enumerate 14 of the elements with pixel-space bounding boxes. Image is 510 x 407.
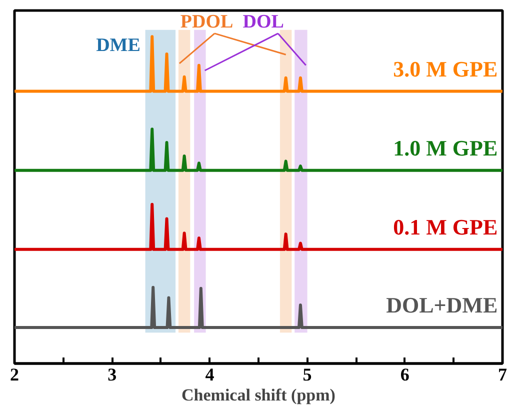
x-axis-title: Chemical shift (ppm) <box>182 386 336 404</box>
series-label: DOL+DME <box>386 292 498 318</box>
x-tick-label: 2 <box>10 364 19 384</box>
series-label: 1.0 M GPE <box>393 136 498 161</box>
x-tick-label: 4 <box>205 364 214 384</box>
band-label: DOL <box>242 12 284 33</box>
x-tick-label: 7 <box>498 364 507 384</box>
band-label: DME <box>96 35 140 56</box>
series-label: 0.1 M GPE <box>393 214 498 240</box>
band-label: PDOL <box>180 12 234 33</box>
x-tick-label: 3 <box>108 364 117 384</box>
x-tick-label: 6 <box>400 364 410 384</box>
x-tick-label: 5 <box>302 364 312 384</box>
series-label: 3.0 M GPE <box>393 56 498 82</box>
